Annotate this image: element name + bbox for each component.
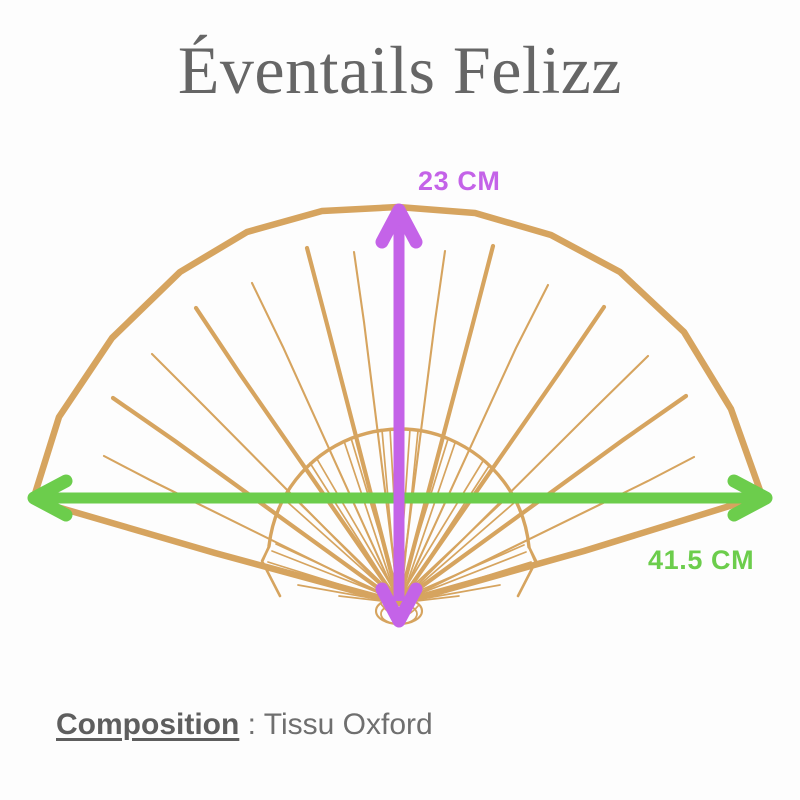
height-dimension-label: 23 CM: [418, 166, 501, 196]
composition-value: Tissu Oxford: [263, 708, 433, 741]
height-dimension-arrow: [375, 203, 423, 628]
width-dimension-label: 41.5 CM: [648, 545, 755, 575]
page-title: Éventails Felizz: [177, 32, 623, 108]
composition-line: Composition : Tissu Oxford: [56, 708, 433, 742]
composition-label: Composition: [56, 708, 240, 741]
composition-separator: :: [239, 708, 264, 741]
